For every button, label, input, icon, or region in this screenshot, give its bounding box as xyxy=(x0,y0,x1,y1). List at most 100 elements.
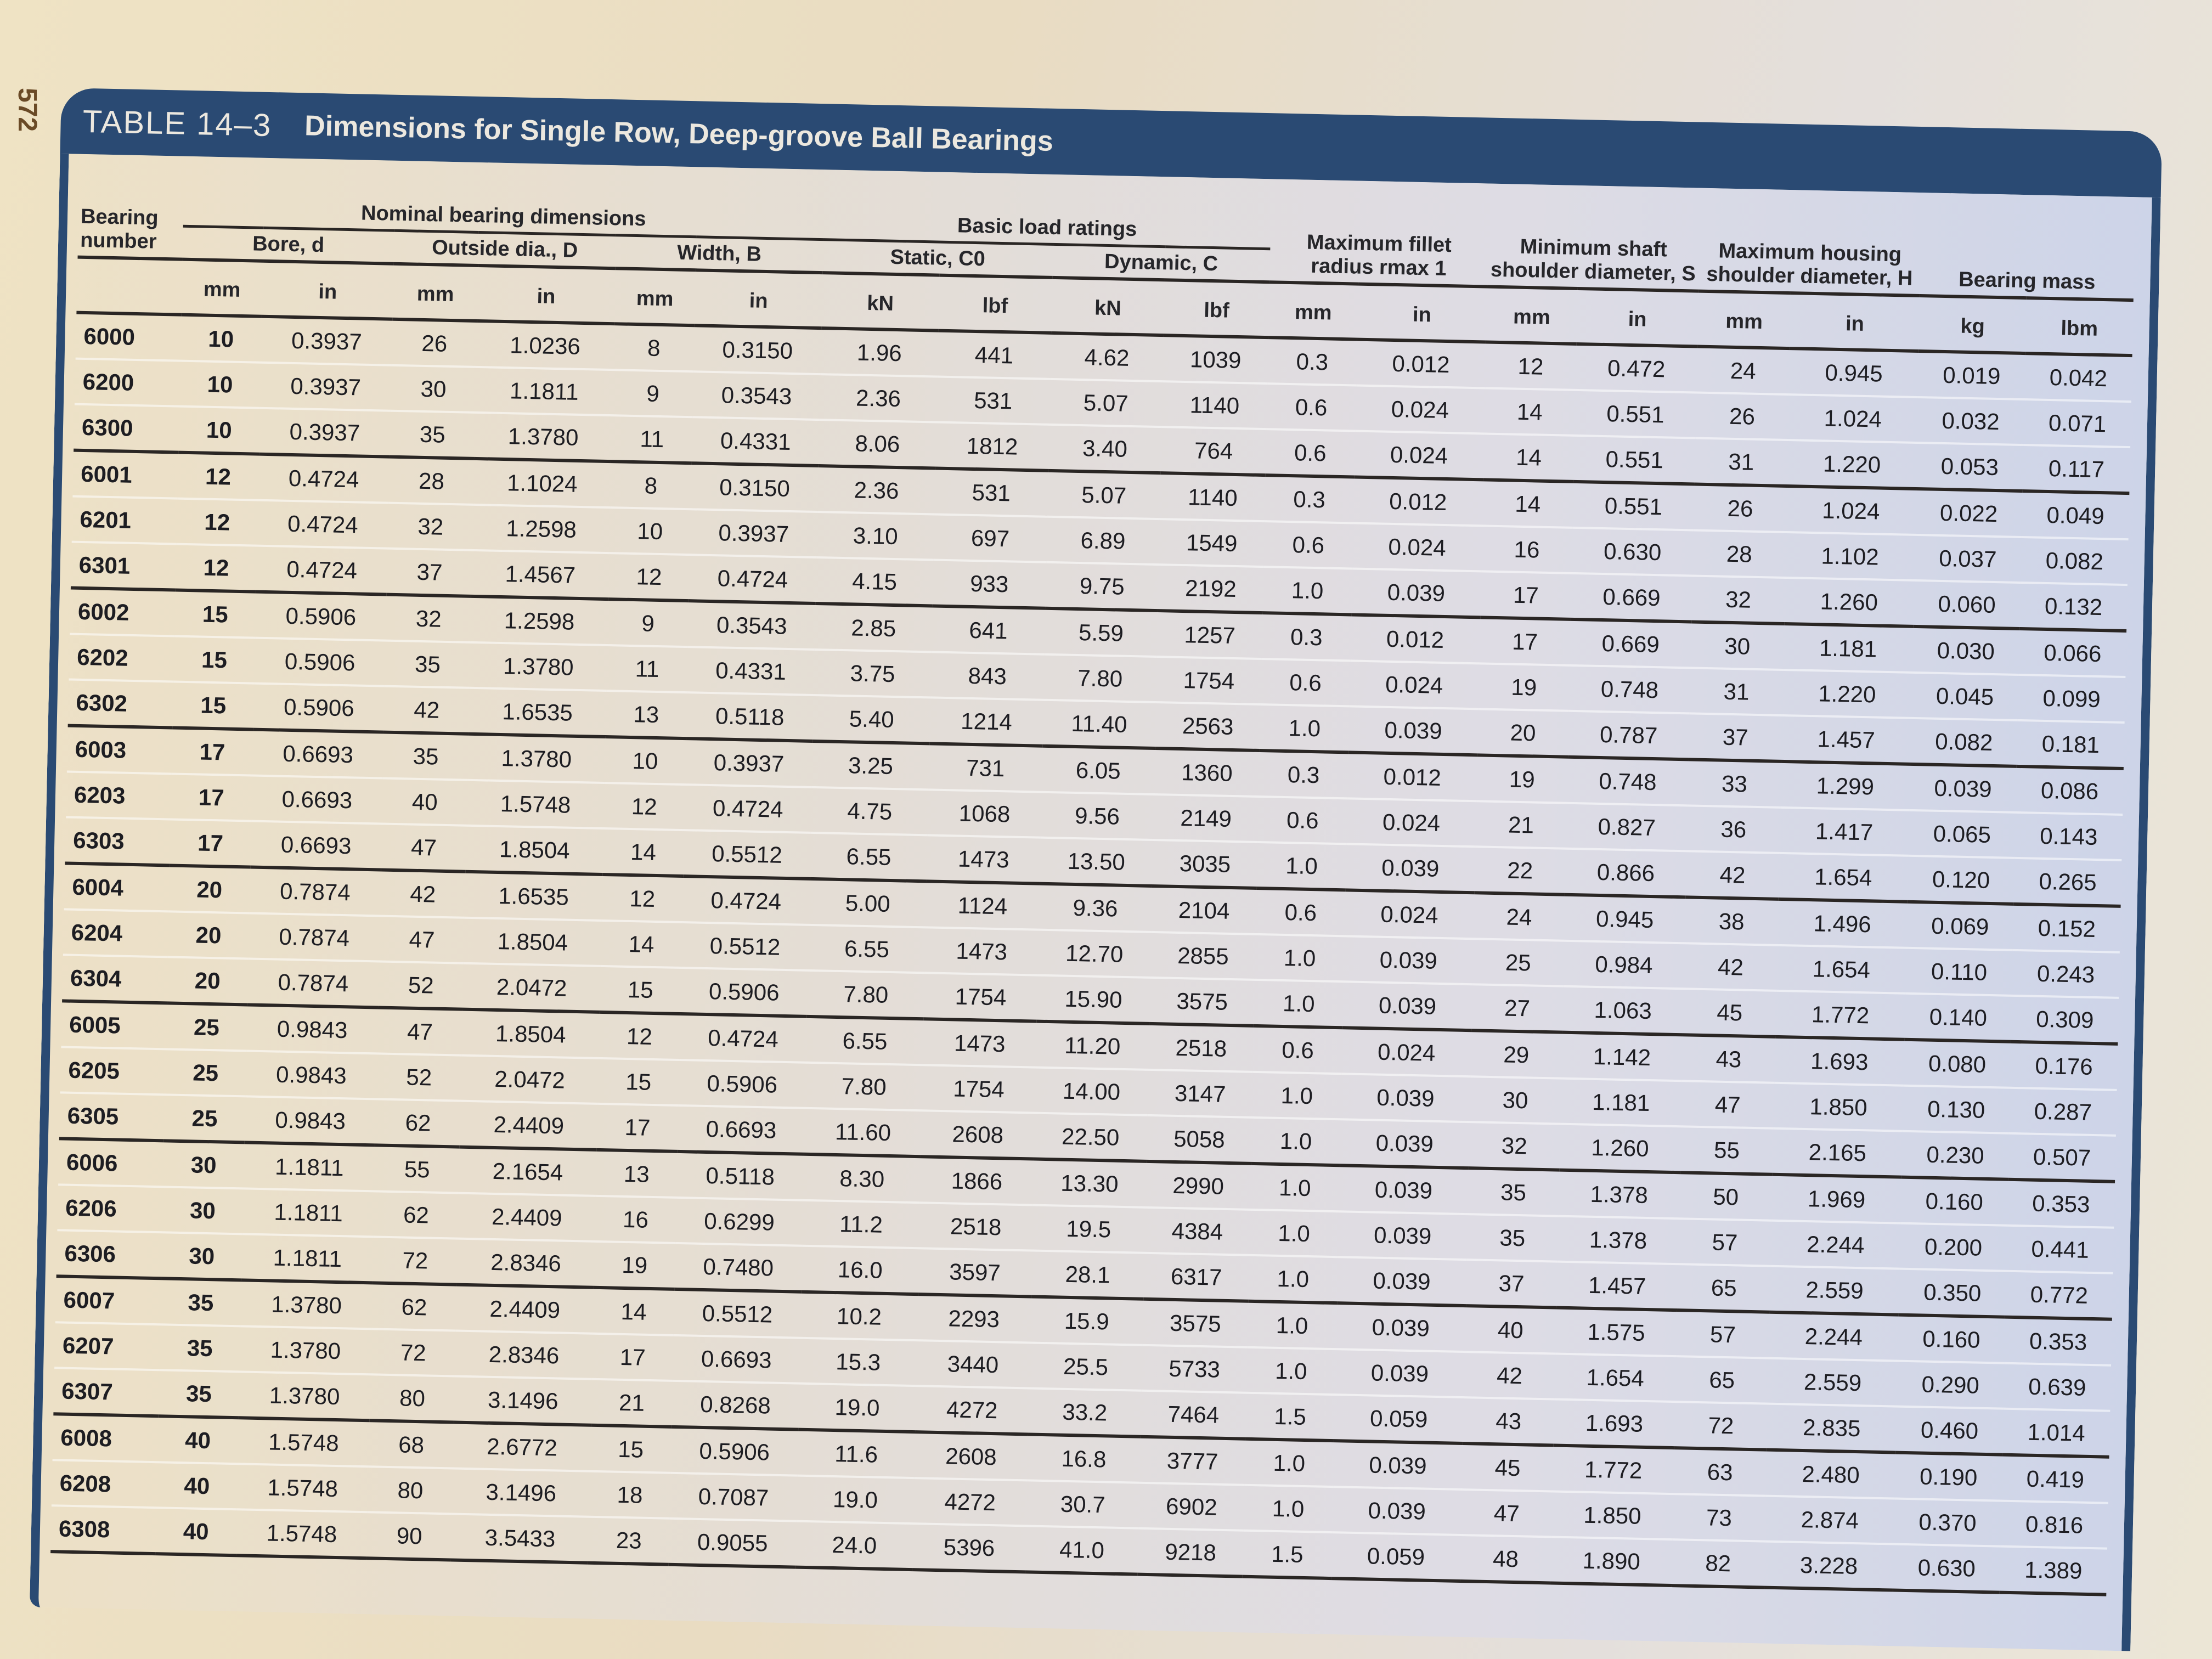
header-bearing-mass: Bearing mass xyxy=(1958,268,2096,294)
housing-shoulder-mm-cell: 24 xyxy=(1696,346,1790,395)
width-mm-cell: 12 xyxy=(599,1012,680,1060)
outside-dia-in-cell: 1.2598 xyxy=(472,504,611,554)
unit-header: in xyxy=(1357,284,1487,342)
housing-shoulder-mm-cell: 72 xyxy=(1674,1402,1768,1450)
housing-shoulder-in-cell: 1.181 xyxy=(1783,623,1913,673)
mass-kg-cell: 0.130 xyxy=(1902,1085,2010,1133)
width-in-cell: 0.5906 xyxy=(680,968,808,1017)
mass-lbm-cell: 0.071 xyxy=(2023,399,2131,448)
dynamic-load-kn-cell: 6.89 xyxy=(1046,516,1160,565)
bore-mm-cell: 12 xyxy=(177,452,259,500)
static-load-lbf-cell: 3597 xyxy=(918,1248,1032,1297)
static-load-kn-cell: 10.2 xyxy=(800,1291,918,1341)
dynamic-load-kn-cell: 41.0 xyxy=(1025,1526,1139,1575)
bore-in-cell: 0.3937 xyxy=(259,362,392,411)
width-mm-cell: 10 xyxy=(604,737,686,785)
mass-lbm-cell: 0.287 xyxy=(2009,1087,2117,1136)
header-bearing-number: Bearing number xyxy=(80,205,159,253)
width-in-cell: 0.6693 xyxy=(672,1335,800,1384)
static-load-lbf-cell: 3440 xyxy=(916,1340,1030,1389)
fillet-radius-mm-cell: 1.0 xyxy=(1244,1438,1334,1487)
fillet-radius-mm-cell: 1.0 xyxy=(1257,842,1347,890)
shaft-shoulder-in-cell: 0.472 xyxy=(1575,343,1697,393)
width-mm-cell: 9 xyxy=(607,599,689,647)
shaft-shoulder-in-cell: 0.630 xyxy=(1571,527,1694,576)
bore-mm-cell: 15 xyxy=(172,681,255,730)
bearing-number-cell: 6203 xyxy=(66,771,172,820)
shaft-shoulder-in-cell: 1.063 xyxy=(1562,986,1684,1035)
dynamic-load-lbf-cell: 1140 xyxy=(1160,473,1266,522)
outside-dia-in-cell: 2.4409 xyxy=(458,1193,596,1242)
housing-shoulder-mm-cell: 57 xyxy=(1678,1218,1772,1266)
housing-shoulder-in-cell: 2.244 xyxy=(1769,1312,1899,1361)
static-load-kn-cell: 16.0 xyxy=(801,1245,919,1295)
outside-dia-mm-cell: 90 xyxy=(366,1512,453,1560)
housing-shoulder-mm-cell: 42 xyxy=(1684,943,1778,991)
fillet-radius-in-cell: 0.059 xyxy=(1334,1395,1464,1444)
mass-kg-cell: 0.140 xyxy=(1904,993,2012,1042)
static-load-lbf-cell: 1473 xyxy=(924,927,1039,975)
width-mm-cell: 12 xyxy=(608,553,690,601)
housing-shoulder-mm-cell: 65 xyxy=(1675,1356,1769,1404)
fillet-radius-mm-cell: 1.0 xyxy=(1248,1255,1338,1304)
static-load-lbf-cell: 1866 xyxy=(919,1156,1034,1205)
width-mm-cell: 13 xyxy=(605,691,687,739)
bore-mm-cell: 10 xyxy=(180,314,262,363)
static-load-kn-cell: 5.00 xyxy=(809,878,927,928)
bearing-number-cell: 6302 xyxy=(67,679,174,728)
bearing-number-cell: 6004 xyxy=(64,863,170,912)
dynamic-load-lbf-cell: 1754 xyxy=(1156,657,1262,705)
mass-lbm-cell: 0.772 xyxy=(2005,1271,2113,1319)
fillet-radius-mm-cell: 0.6 xyxy=(1256,888,1346,936)
dynamic-load-lbf-cell: 764 xyxy=(1160,427,1267,476)
bearing-number-cell: 6007 xyxy=(55,1276,161,1325)
dynamic-load-lbf-cell: 2149 xyxy=(1153,794,1259,842)
bore-in-cell: 0.4724 xyxy=(258,454,390,503)
mass-lbm-cell: 0.441 xyxy=(2006,1225,2114,1273)
fillet-radius-in-cell: 0.012 xyxy=(1353,477,1483,526)
mass-lbm-cell: 0.176 xyxy=(2010,1041,2118,1090)
fillet-radius-in-cell: 0.039 xyxy=(1331,1487,1462,1535)
housing-shoulder-mm-cell: 32 xyxy=(1691,575,1785,624)
mass-kg-cell: 0.019 xyxy=(1917,351,2025,400)
bearing-number-cell: 6207 xyxy=(54,1322,160,1370)
static-load-lbf-cell: 731 xyxy=(928,743,1042,792)
shaft-shoulder-mm-cell: 12 xyxy=(1485,342,1577,390)
header-shaft-shoulder: Minimum shaft shoulder diameter, S xyxy=(1490,235,1696,286)
unit-header: mm xyxy=(1486,286,1578,344)
width-in-cell: 0.3937 xyxy=(690,509,818,558)
housing-shoulder-in-cell: 2.559 xyxy=(1769,1266,1900,1315)
bore-in-cell: 0.7874 xyxy=(247,958,380,1008)
bore-in-cell: 1.1811 xyxy=(242,1188,375,1237)
bearing-number-cell: 6205 xyxy=(60,1047,166,1095)
shaft-shoulder-in-cell: 1.378 xyxy=(1558,1170,1680,1219)
mass-kg-cell: 0.290 xyxy=(1897,1361,2005,1409)
dynamic-load-lbf-cell: 1549 xyxy=(1159,519,1265,567)
housing-shoulder-in-cell: 1.772 xyxy=(1775,990,1905,1040)
shaft-shoulder-in-cell: 1.890 xyxy=(1550,1537,1673,1586)
shaft-shoulder-mm-cell: 14 xyxy=(1482,479,1574,528)
housing-shoulder-in-cell: 2.835 xyxy=(1767,1403,1897,1453)
static-load-kn-cell: 11.6 xyxy=(797,1429,916,1479)
outside-dia-in-cell: 1.2598 xyxy=(470,596,608,646)
housing-shoulder-mm-cell: 31 xyxy=(1694,438,1788,487)
housing-shoulder-in-cell: 1.417 xyxy=(1779,807,1909,856)
mass-kg-cell: 0.160 xyxy=(1900,1177,2008,1226)
width-mm-cell: 8 xyxy=(610,461,692,510)
shaft-shoulder-mm-cell: 14 xyxy=(1483,433,1575,482)
width-mm-cell: 14 xyxy=(592,1287,675,1335)
width-mm-cell: 18 xyxy=(589,1471,671,1519)
outside-dia-mm-cell: 32 xyxy=(386,594,472,642)
static-load-kn-cell: 5.40 xyxy=(812,695,931,744)
dynamic-load-kn-cell: 4.62 xyxy=(1049,332,1164,382)
width-in-cell: 0.3150 xyxy=(693,325,822,375)
outside-dia-in-cell: 1.3780 xyxy=(467,733,606,783)
fillet-radius-in-cell: 0.024 xyxy=(1349,661,1480,709)
static-load-kn-cell: 19.0 xyxy=(796,1475,915,1524)
mass-kg-cell: 0.032 xyxy=(1916,397,2025,445)
bore-mm-cell: 35 xyxy=(160,1278,242,1327)
housing-shoulder-mm-cell: 31 xyxy=(1689,668,1784,715)
fillet-radius-mm-cell: 0.3 xyxy=(1267,337,1357,386)
bore-mm-cell: 25 xyxy=(163,1094,246,1143)
dynamic-load-lbf-cell: 1039 xyxy=(1163,335,1269,384)
